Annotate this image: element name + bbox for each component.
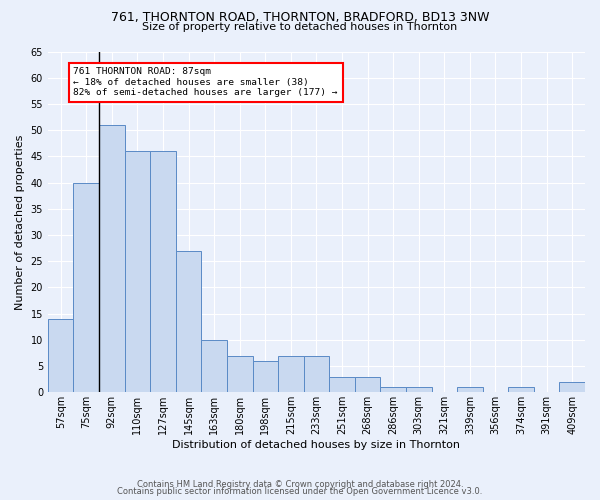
Bar (150, 151, 176, 392)
Bar (48, 319, 73, 392)
Text: 761 THORNTON ROAD: 87sqm
← 18% of detached houses are smaller (38)
82% of semi-d: 761 THORNTON ROAD: 87sqm ← 18% of detach… (73, 67, 338, 97)
Bar (278, 356, 304, 393)
Bar (73, 182, 99, 392)
Bar (202, 340, 227, 392)
Bar (227, 356, 253, 393)
Bar (304, 356, 329, 393)
Text: 761, THORNTON ROAD, THORNTON, BRADFORD, BD13 3NW: 761, THORNTON ROAD, THORNTON, BRADFORD, … (111, 11, 489, 24)
Bar (355, 376, 380, 392)
Bar (253, 361, 278, 392)
Text: Size of property relative to detached houses in Thornton: Size of property relative to detached ho… (142, 22, 458, 32)
Bar (176, 250, 202, 392)
Bar (125, 151, 150, 392)
Text: Contains HM Land Registry data © Crown copyright and database right 2024.: Contains HM Land Registry data © Crown c… (137, 480, 463, 489)
Y-axis label: Number of detached properties: Number of detached properties (15, 134, 25, 310)
Text: Contains public sector information licensed under the Open Government Licence v3: Contains public sector information licen… (118, 487, 482, 496)
X-axis label: Distribution of detached houses by size in Thornton: Distribution of detached houses by size … (172, 440, 460, 450)
Bar (406, 387, 431, 392)
Bar (380, 387, 406, 392)
Bar (329, 376, 355, 392)
Bar (559, 382, 585, 392)
Bar (508, 387, 534, 392)
Bar (99, 125, 125, 392)
Bar (457, 387, 482, 392)
